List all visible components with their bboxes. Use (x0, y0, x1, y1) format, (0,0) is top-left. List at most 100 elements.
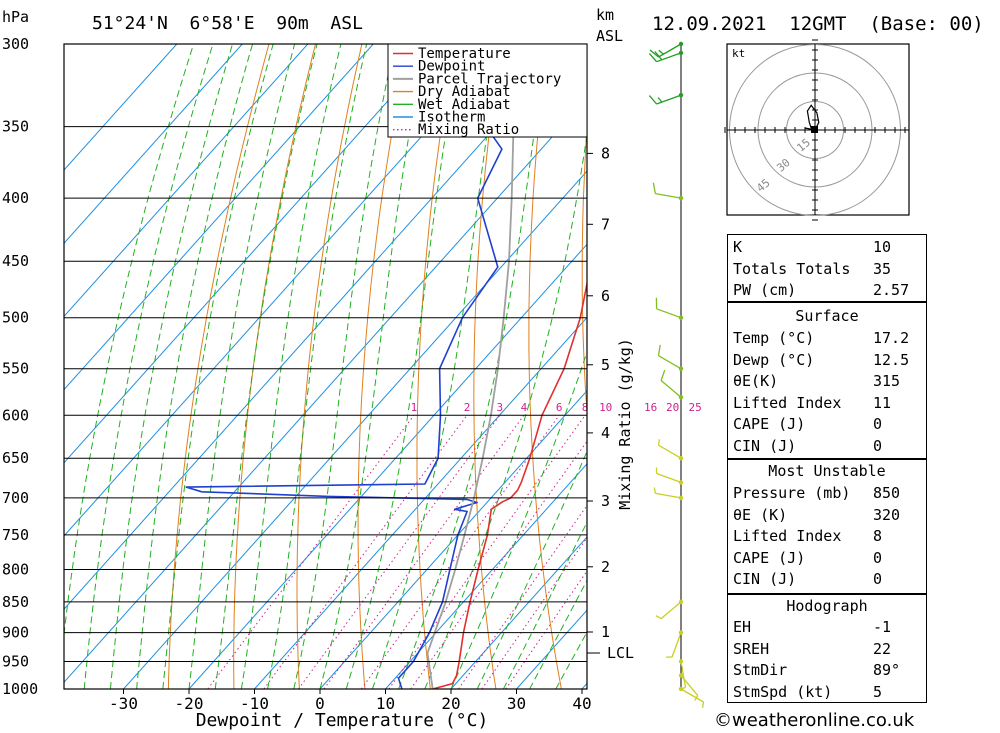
wind-barb (655, 297, 684, 320)
pressure-tick-label: 950 (2, 653, 29, 671)
pressure-tick-label: 350 (2, 118, 29, 136)
wind-barb (657, 344, 684, 371)
most-unstable-value: 320 (873, 505, 901, 524)
mixing-ratio-label: 2 (464, 401, 471, 414)
hodograph-params-panel: Hodograph EH -1 SREH 22 StmDir 89° StmSpd (kt)… (727, 594, 927, 703)
wind-barb (648, 50, 684, 63)
index-value: 2.57 (873, 281, 910, 299)
most-unstable-row: θE (K) 320 (728, 505, 926, 526)
height-tick-label: 5 (601, 356, 610, 374)
surface-label: Temp (°C) (733, 329, 815, 347)
dry-adiabat-line (966, 44, 1000, 689)
mixing-ratio-line (298, 415, 501, 689)
mixing-ratio-line (360, 415, 560, 689)
pressure-tick-label: 400 (2, 189, 29, 207)
isotherm-line (64, 44, 505, 537)
surface-label: Lifted Index (733, 393, 842, 412)
hodograph-param-row: SREH 22 (728, 639, 926, 660)
isotherm-line (64, 44, 571, 610)
series-temperature-line (432, 279, 587, 689)
axes: 3003504004505005506006507007508008509009… (2, 35, 634, 713)
wet-adiabat-line (162, 44, 274, 689)
surface-row: Lifted Index 11 (728, 393, 926, 414)
hodograph-param-row: StmDir 89° (728, 660, 926, 681)
height-unit-asl-label: ASL (596, 27, 623, 45)
isotherm-line (254, 316, 587, 689)
index-label: PW (cm) (733, 281, 797, 299)
surface-label: CIN (J) (733, 436, 797, 455)
surface-label: Dewp (°C) (733, 350, 815, 369)
wind-barb (652, 182, 684, 201)
location-label: 51°24'N 6°58'E 90m ASL (92, 13, 363, 34)
mixing-ratio-label: 10 (599, 401, 612, 414)
hodograph-param-value: 5 (873, 682, 883, 701)
isotherm-line (319, 389, 587, 689)
wet-adiabat-line (83, 44, 214, 689)
height-tick-label: 7 (601, 215, 610, 233)
height-tick-label: 1 (601, 623, 610, 641)
dry-adiabat-line (357, 44, 409, 689)
surface-label: CAPE (J) (733, 415, 806, 433)
legend-label: Dewpoint (418, 59, 485, 75)
most-unstable-label: CAPE (J) (733, 548, 806, 567)
wet-adiabat-line (109, 44, 233, 689)
temperature-tick-label: 20 (441, 694, 460, 713)
isotherm-line (64, 44, 178, 171)
surface-panel: Surface Temp (°C) 17.2 Dewp (°C) 12.5 θE(K) 3… (727, 302, 927, 459)
surface-row: CIN (J) 0 (728, 436, 926, 457)
pressure-tick-label: 500 (2, 309, 29, 327)
plot-border (63, 43, 588, 690)
temperature-tick-label: 40 (572, 694, 591, 713)
wind-barb (653, 487, 684, 501)
dry-adiabat-line (919, 44, 1000, 689)
isotherm-line (64, 44, 243, 244)
mixing-ratio-label: 3 (496, 401, 503, 414)
mixing-ratio-line (505, 570, 587, 689)
most-unstable-label: Lifted Index (733, 527, 842, 545)
height-tick-label: 4 (601, 424, 610, 442)
mixing-ratio-line (410, 440, 587, 689)
dry-adiabat-line (233, 44, 316, 689)
hodograph-param-label: SREH (733, 639, 770, 658)
hodograph-param-label: EH (733, 618, 752, 636)
legend-label: Temperature (418, 46, 511, 62)
wind-barb (678, 686, 705, 708)
surface-value: 0 (873, 436, 883, 455)
pressure-tick-label: 550 (2, 360, 29, 378)
temperature-tick-label: 30 (507, 694, 526, 713)
wet-adiabat-line (64, 44, 195, 639)
mixing-ratio-line (458, 504, 587, 689)
pressure-tick-label: 1000 (2, 680, 38, 698)
most-unstable-row: CIN (J) 0 (728, 569, 926, 590)
pressure-tick-label: 650 (2, 449, 29, 467)
dry-adiabat-line (581, 120, 587, 420)
mixing-ratio-line (388, 415, 586, 689)
mixing-ratio-labels: 1 2 3 4 6 8 10 16 20 25 (411, 401, 702, 414)
wind-barb (649, 41, 684, 58)
legend-label: Isotherm (418, 110, 485, 126)
hodograph-param-value: -1 (873, 618, 892, 636)
height-tick-label: 3 (601, 492, 610, 510)
storm-motion-marker (811, 126, 818, 133)
plot-frame (63, 43, 588, 690)
hodograph-param-value: 89° (873, 661, 901, 679)
hodograph-param-label: StmDir (733, 661, 788, 679)
mixing-ratio-axis-title: Mixing Ratio (g/kg) (616, 338, 634, 510)
surface-value: 315 (873, 372, 901, 390)
most-unstable-value: 0 (873, 548, 883, 567)
pressure-tick-label: 850 (2, 593, 29, 611)
surface-value: 17.2 (873, 329, 910, 347)
pressure-tick-label: 600 (2, 406, 29, 424)
wind-barb (648, 92, 684, 105)
height-tick-label: 6 (601, 287, 610, 305)
mixing-ratio-line (323, 415, 525, 689)
surface-row: Temp (°C) 17.2 (728, 328, 926, 349)
index-row: PW (cm) 2.57 (728, 280, 926, 301)
most-unstable-value: 0 (873, 570, 883, 588)
temperature-tick-label: -10 (240, 694, 269, 713)
temperature-tick-label: -30 (109, 694, 138, 713)
isotherm-line (64, 44, 440, 464)
isotherm-line (64, 44, 309, 318)
mixing-ratio-label: 1 (411, 401, 418, 414)
